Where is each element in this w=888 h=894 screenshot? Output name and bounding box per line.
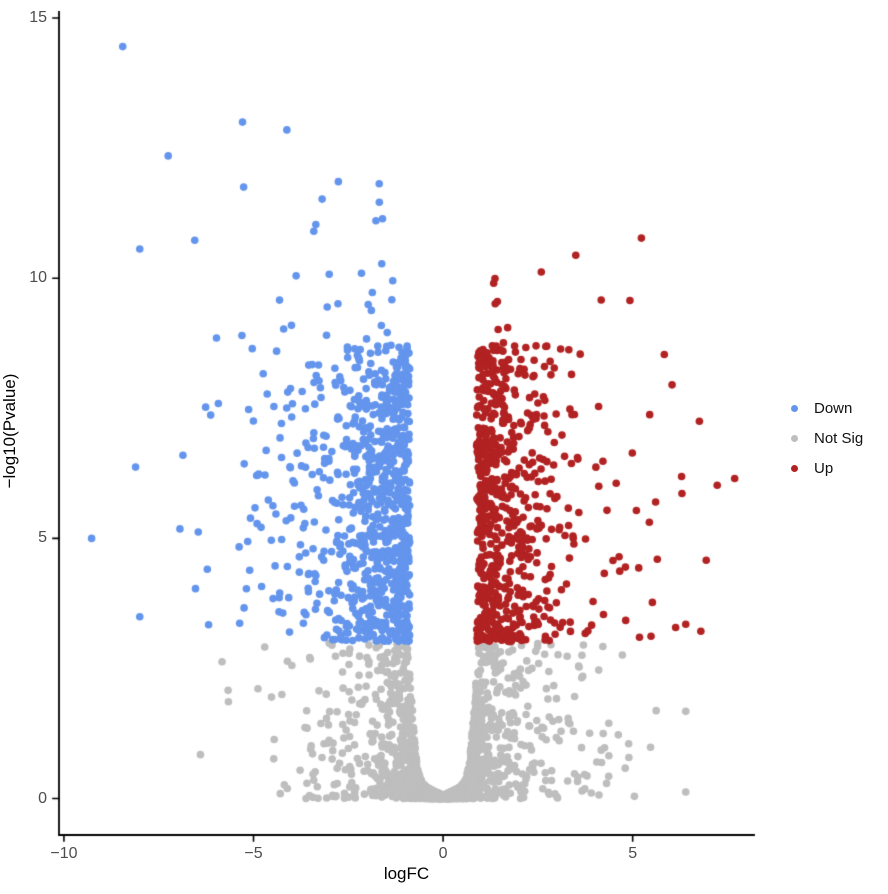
y-axis-title: −log10(Pvalue) (0, 373, 19, 489)
legend-item-up: Up (791, 453, 863, 483)
y-tick-label: 15 (29, 9, 47, 26)
x-tick-label: 0 (438, 845, 448, 862)
legend-dot-not-sig-icon (791, 434, 798, 442)
legend-dot-down-icon (791, 404, 798, 412)
legend: Down Not Sig Up (791, 393, 863, 483)
x-tick-label: −10 (50, 845, 78, 862)
legend-dot-up-icon (791, 464, 798, 472)
legend-label-down: Down (814, 399, 853, 417)
x-tick-label: 5 (628, 845, 638, 862)
y-tick-label: 5 (38, 529, 47, 547)
legend-label-up: Up (814, 459, 834, 477)
y-tick-label: 10 (29, 269, 47, 287)
y-tick-label: 0 (38, 789, 47, 807)
legend-label-not-sig: Not Sig (814, 429, 864, 447)
x-tick-label: −5 (244, 845, 263, 862)
legend-item-not-sig: Not Sig (791, 423, 863, 453)
x-axis-title: logFC (383, 864, 430, 883)
legend-item-down: Down (791, 393, 863, 423)
